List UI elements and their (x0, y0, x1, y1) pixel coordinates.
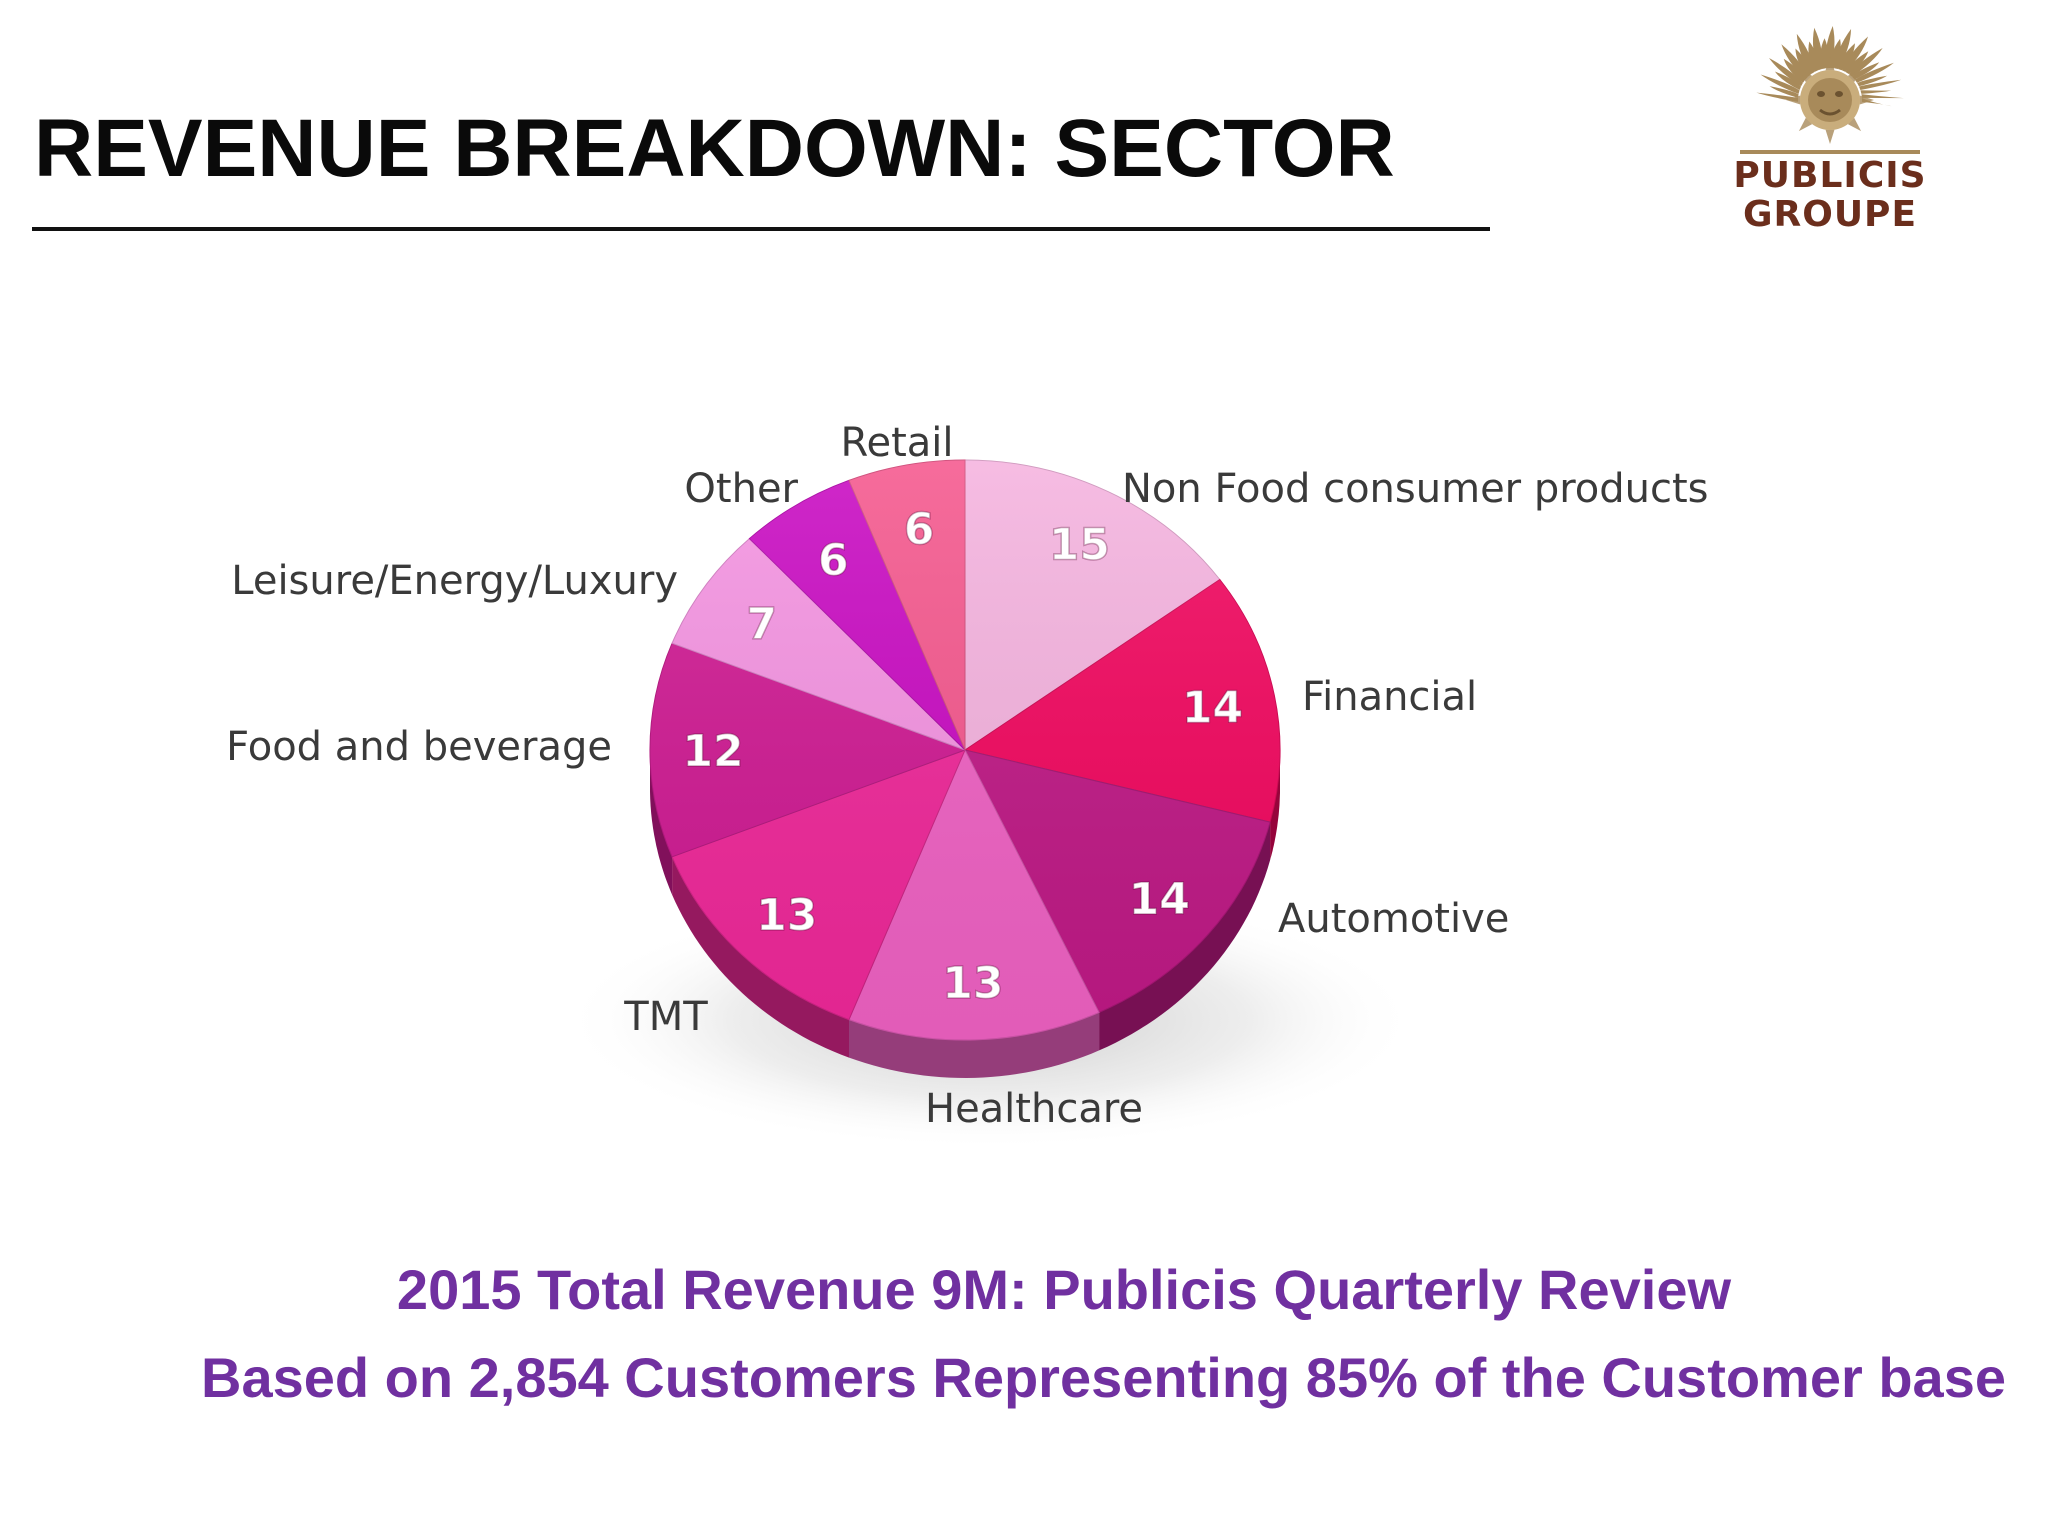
pie-slice-side (650, 750, 673, 895)
pie-value-label: 7 (746, 599, 777, 650)
pie-category-label: Financial (1302, 674, 1477, 720)
pie-value-label: 6 (818, 535, 849, 586)
pie-category-label: Leisure/Energy/Luxury (231, 558, 678, 604)
pie-gloss (650, 460, 1280, 1040)
lion-sun-emblem-icon (1740, 26, 1920, 154)
pie-value-label: 6 (904, 504, 935, 555)
pie-value-label: 14 (1129, 874, 1190, 925)
publicis-logo: PUBLICIS GROUPE (1715, 20, 1945, 235)
sector-pie-chart: 15 14 14 13 13 12 7 6 6 Non Food consumer produc… (0, 380, 2048, 1200)
footer-line-customers: Based on 2,854 Customers Representing 85… (201, 1346, 2006, 1409)
pie-slice-side (672, 856, 849, 1058)
pie-category-label: Retail (840, 420, 953, 466)
pie-category-label: Healthcare (925, 1086, 1143, 1132)
title-divider (32, 227, 1490, 231)
pie-slice-side (1099, 822, 1271, 1051)
pie-value-label: 13 (756, 890, 817, 941)
logo-word-publicis: PUBLICIS (1733, 155, 1927, 196)
pie-slice-side (849, 1012, 1100, 1078)
logo-word-groupe: GROUPE (1742, 194, 1918, 235)
pie-category-label: Food and beverage (226, 724, 612, 770)
slide-title: REVENUE BREAKDOWN: SECTOR (34, 103, 1395, 194)
pie-category-label: Non Food consumer products (1122, 466, 1709, 512)
pie-value-label: 15 (1049, 519, 1110, 570)
pie-category-label: TMT (623, 994, 708, 1040)
pie-slice-side (1270, 750, 1280, 861)
pie-category-label: Other (684, 466, 798, 512)
pie-value-label: 14 (1182, 683, 1243, 734)
pie-value-label: 13 (942, 958, 1003, 1009)
pie-category-label: Automotive (1278, 896, 1509, 942)
footer-line-revenue: 2015 Total Revenue 9M: Publicis Quarterl… (396, 1258, 1732, 1321)
pie-value-label: 12 (682, 726, 743, 777)
